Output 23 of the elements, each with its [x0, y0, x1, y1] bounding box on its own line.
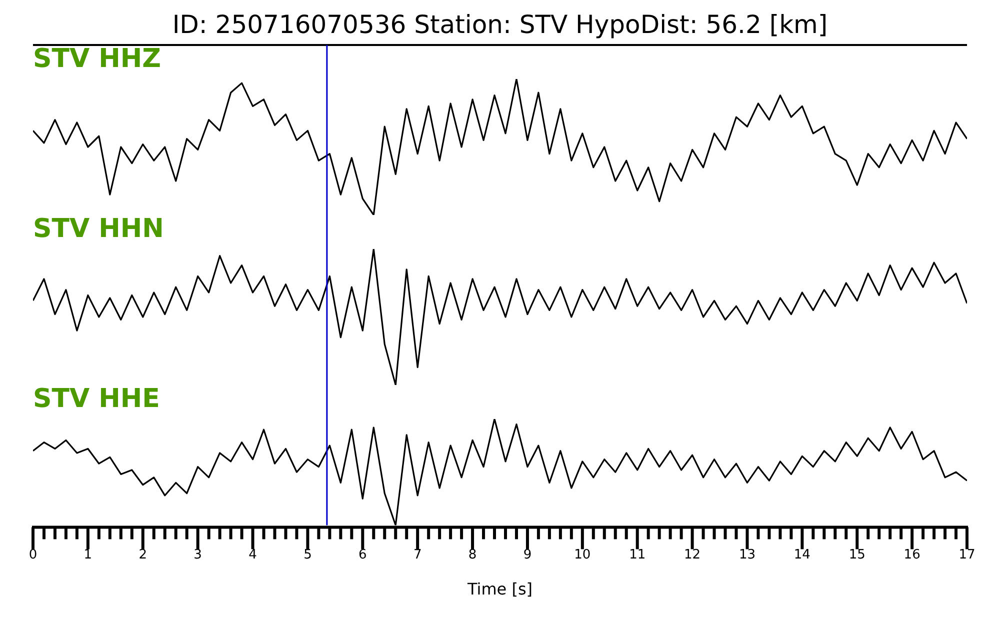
x-tick-label: 1	[84, 547, 92, 562]
x-tick-label: 14	[794, 547, 810, 562]
x-tick-label: 12	[684, 547, 701, 562]
x-tick-label: 15	[848, 547, 866, 562]
x-tick-label: 6	[358, 547, 367, 562]
x-tick-label: 3	[194, 547, 202, 562]
series-label: STV HHE	[33, 384, 160, 414]
x-axis-title: Time [s]	[466, 580, 533, 599]
x-tick-label: 4	[248, 547, 257, 562]
x-tick-label: 9	[523, 547, 532, 562]
x-tick-label: 17	[958, 547, 976, 562]
x-tick-label: 11	[629, 547, 646, 562]
series-label: STV HHZ	[33, 44, 162, 74]
x-tick-label: 2	[138, 547, 148, 562]
chart-title: ID: 250716070536 Station: STV HypoDist: 56.2 [km]	[171, 9, 829, 39]
x-tick-label: 16	[904, 547, 920, 562]
x-tick-label: 7	[413, 547, 422, 562]
x-tick-label: 0	[28, 547, 38, 562]
x-tick-label: 10	[574, 547, 591, 562]
x-tick-label: 8	[468, 547, 477, 562]
series-label: STV HHN	[33, 214, 164, 244]
x-tick-label: 13	[738, 547, 756, 562]
x-tick-label: 5	[304, 547, 312, 562]
